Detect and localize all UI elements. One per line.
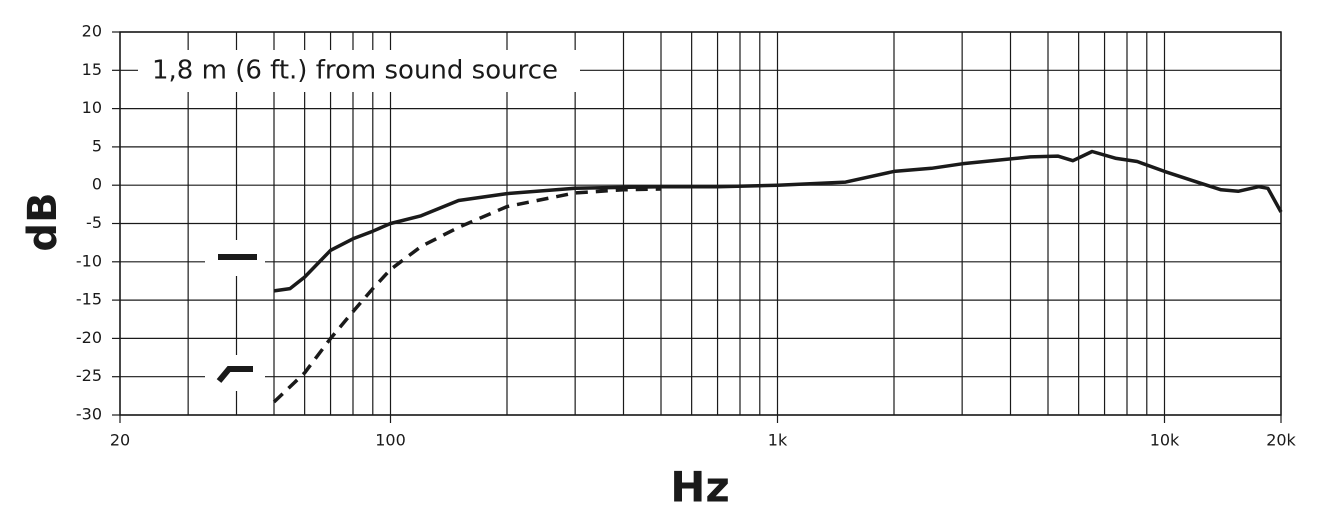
curves [272,149,1283,404]
x-tick-label: 100 [375,431,406,450]
y-tick-label: 15 [82,60,102,79]
y-tick-label: 10 [82,98,102,117]
y-tick-label: 0 [92,175,102,194]
series-line [272,187,662,404]
x-tick-label: 20k [1266,431,1296,450]
legend-icon-lowcut [216,366,253,383]
annotation: 1,8 m (6 ft.) from sound source [152,56,558,86]
y-tick-label: -20 [76,328,102,347]
y-tick-label: -25 [76,366,102,385]
x-tick-label: 1k [768,431,788,450]
x-tick-label: 10k [1150,431,1180,450]
y-tick-label: 5 [92,136,102,155]
y-tick-label: 20 [82,22,102,41]
x-tick-label: 20 [110,431,130,450]
y-tick-label: -5 [86,213,102,232]
y-axis-label: dB [20,192,66,251]
y-tick-label: -10 [76,251,102,270]
y-tick-label: -15 [76,290,102,309]
annotation-box [138,50,580,92]
x-axis-label: Hz [670,463,730,512]
series-line [273,149,1283,293]
y-tick-label: -30 [76,405,102,424]
legend-bg [205,355,265,391]
